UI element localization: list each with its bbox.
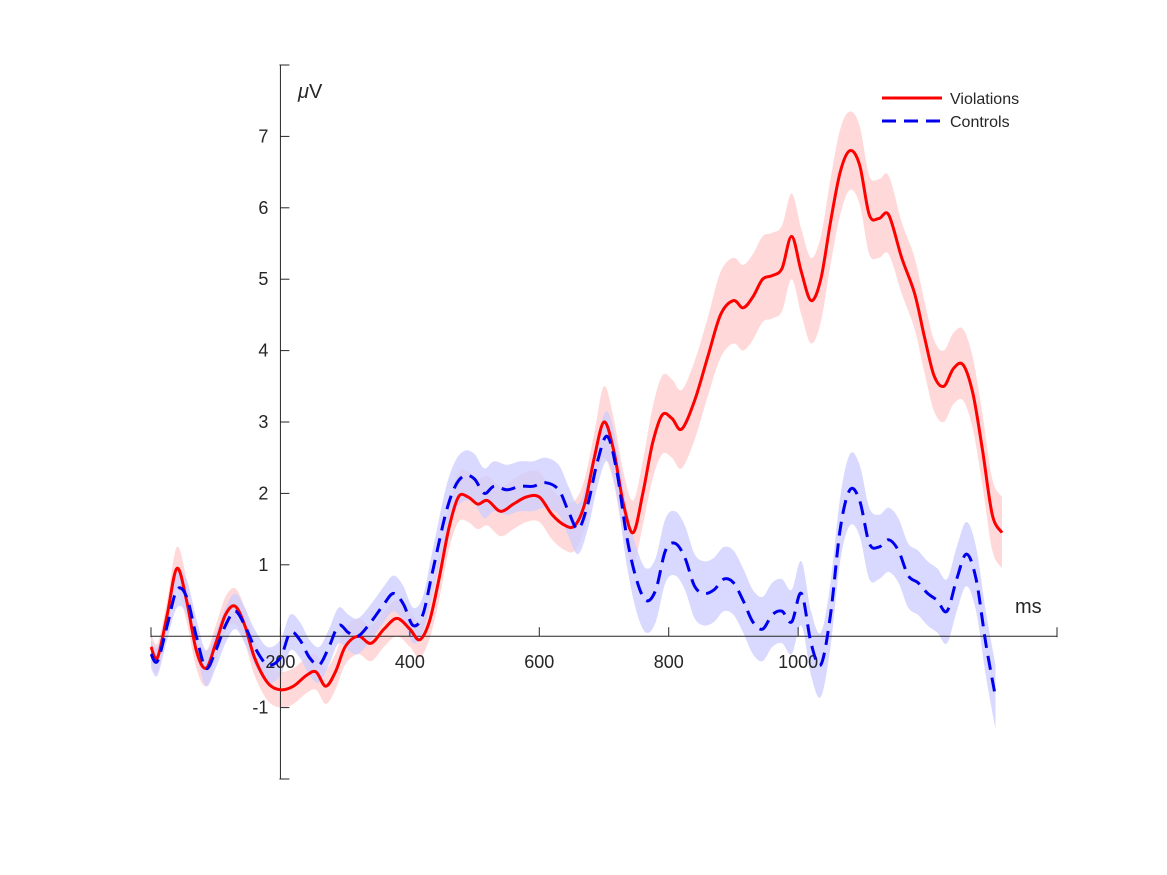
axes: 200 400 600 800 1000 -1 1 2 3 4 5 6 7 <box>150 64 1058 780</box>
band-violations <box>151 111 1002 708</box>
y-tick-label: -1 <box>252 698 268 718</box>
y-tick-label: 4 <box>258 341 268 361</box>
x-tick-label: 400 <box>395 652 425 672</box>
x-tick-label: 600 <box>524 652 554 672</box>
x-tick-label: 200 <box>265 652 295 672</box>
y-axis-label-unit: V <box>309 81 323 103</box>
y-tick-label: 7 <box>258 126 268 146</box>
y-axis-label: μV <box>297 81 323 103</box>
x-axis-label: ms <box>1015 596 1042 618</box>
legend-label-controls: Controls <box>950 114 1010 131</box>
y-axis-label-mu: μ <box>297 81 309 103</box>
legend-label-violations: Violations <box>950 91 1019 108</box>
y-tick-label: 3 <box>258 412 268 432</box>
y-ticks: -1 1 2 3 4 5 6 7 <box>252 126 290 718</box>
y-tick-label: 2 <box>258 483 268 503</box>
y-tick-label: 1 <box>258 555 268 575</box>
series-lines <box>149 149 1004 698</box>
confidence-bands <box>151 111 1002 729</box>
band-controls <box>151 411 996 729</box>
series-line-controls <box>149 434 997 698</box>
series-line-violations <box>149 149 1004 692</box>
x-tick-label: 1000 <box>778 652 818 672</box>
y-tick-label: 5 <box>258 269 268 289</box>
y-tick-label: 6 <box>258 198 268 218</box>
x-ticks: 200 400 600 800 1000 <box>265 627 818 672</box>
legend: Violations Controls <box>882 91 1019 131</box>
x-tick-label: 800 <box>654 652 684 672</box>
